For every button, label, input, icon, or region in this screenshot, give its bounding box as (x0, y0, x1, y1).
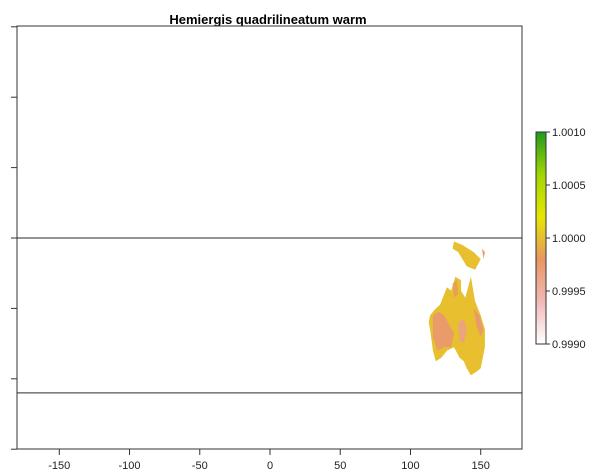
legend-tick-label: 1.0000 (552, 233, 586, 245)
x-tick-label: 50 (334, 460, 346, 472)
x-tick-label: 100 (401, 460, 419, 472)
raster-region (428, 276, 485, 376)
chart-title: Hemiergis quadrilineatum warm (169, 12, 366, 27)
raster-region (432, 311, 454, 351)
color-legend: 0.9990 0.9995 1.0000 1.0005 1.0010 (535, 127, 586, 351)
x-tick-label: -100 (119, 460, 141, 472)
y-axis (11, 26, 17, 450)
raster-region (452, 280, 459, 298)
reference-lines (17, 237, 522, 394)
x-tick-label: -50 (192, 460, 208, 472)
legend-tick-label: 1.0005 (552, 180, 586, 192)
raster-region (473, 308, 484, 337)
x-axis: -150 -100 -50 0 50 100 150 (48, 449, 490, 472)
x-tick-label: 150 (472, 460, 490, 472)
legend-tick-label: 0.9990 (552, 339, 586, 351)
legend-colorbar (535, 131, 547, 345)
raster-region (458, 319, 467, 344)
raster-layer (428, 241, 485, 376)
raster-region (482, 248, 485, 260)
x-tick-label: -150 (48, 460, 70, 472)
legend-tick-label: 0.9995 (552, 286, 586, 298)
raster-region (452, 241, 481, 270)
legend-tick-label: 1.0010 (552, 127, 586, 139)
x-tick-label: 0 (267, 460, 273, 472)
